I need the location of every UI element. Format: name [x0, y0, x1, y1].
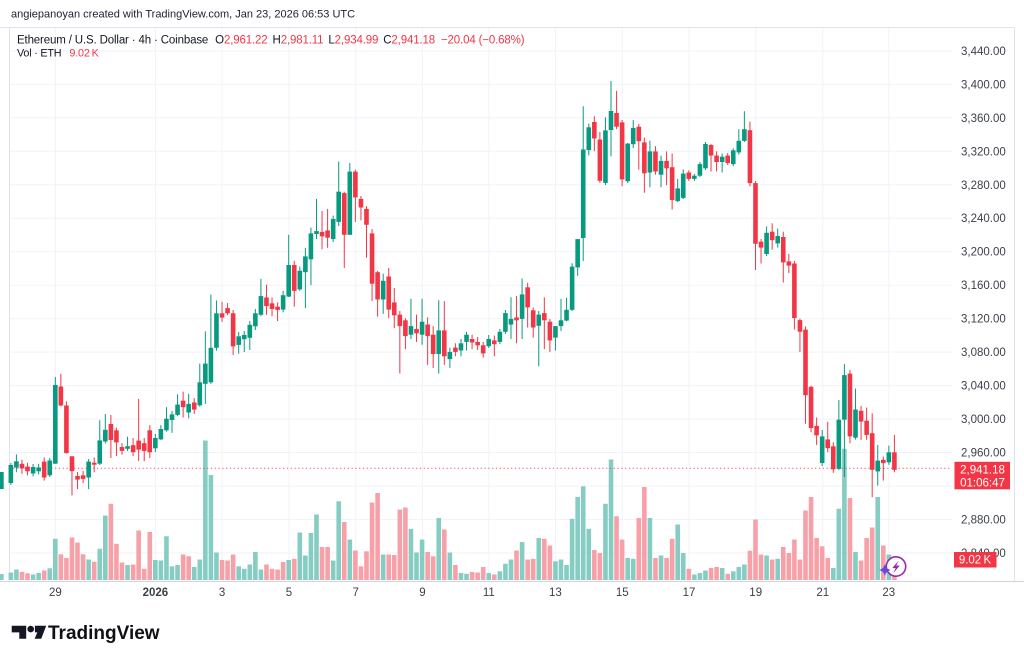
svg-text:3,280.00: 3,280.00: [961, 180, 1006, 192]
svg-text:3,400.00: 3,400.00: [961, 79, 1006, 91]
svg-text:3,040.00: 3,040.00: [961, 381, 1006, 393]
svg-text:2,960.00: 2,960.00: [961, 448, 1006, 460]
svg-text:3,000.00: 3,000.00: [961, 414, 1006, 426]
svg-text:angiepanoyan created with Trad: angiepanoyan created with TradingView.co…: [11, 8, 355, 20]
svg-text:15: 15: [616, 587, 629, 599]
svg-text:17: 17: [683, 587, 696, 599]
svg-text:23: 23: [882, 587, 895, 599]
svg-text:11: 11: [483, 587, 495, 599]
svg-text:5: 5: [286, 587, 292, 599]
svg-text:13: 13: [549, 587, 562, 599]
svg-text:7: 7: [352, 587, 358, 599]
svg-text:9: 9: [419, 587, 425, 599]
svg-text:9.02 K: 9.02 K: [959, 555, 992, 567]
svg-text:3,240.00: 3,240.00: [961, 213, 1006, 225]
svg-text:2,880.00: 2,880.00: [961, 515, 1006, 527]
svg-text:3,320.00: 3,320.00: [961, 146, 1006, 158]
svg-text:3: 3: [219, 587, 225, 599]
svg-text:3,360.00: 3,360.00: [961, 113, 1006, 125]
svg-text:21: 21: [816, 587, 829, 599]
svg-text:3,200.00: 3,200.00: [961, 247, 1006, 259]
svg-text:2026: 2026: [143, 587, 169, 599]
svg-text:3,440.00: 3,440.00: [961, 46, 1006, 58]
svg-text:TradingView: TradingView: [48, 623, 160, 644]
svg-text:3,080.00: 3,080.00: [961, 347, 1006, 359]
svg-text:3,120.00: 3,120.00: [961, 314, 1006, 326]
svg-text:29: 29: [49, 587, 62, 599]
svg-text:3,160.00: 3,160.00: [961, 280, 1006, 292]
svg-text:19: 19: [749, 587, 762, 599]
svg-text:2,941.18: 2,941.18: [960, 464, 1005, 476]
svg-text:01:06:47: 01:06:47: [960, 478, 1005, 490]
